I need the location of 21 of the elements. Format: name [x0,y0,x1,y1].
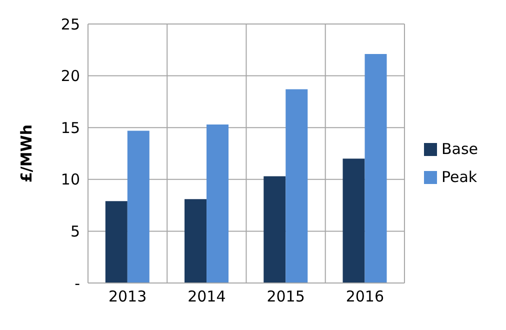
legend-label: Base [441,140,478,158]
bar [364,54,387,283]
x-tick-label: 2016 [346,288,384,306]
y-tick-label: 10 [60,170,80,189]
y-tick-label: 15 [60,118,80,137]
y-tick-label: - [74,274,80,292]
y-tick-label: 5 [70,222,80,241]
bar [264,176,286,283]
x-tick-label: 2014 [188,288,226,306]
bar [127,130,150,283]
bar [206,124,229,283]
legend-label: Peak [441,168,478,186]
bar [286,89,308,283]
y-tick-label: 20 [60,67,80,86]
x-tick-label: 2013 [108,288,147,306]
bar [342,158,365,283]
x-tick-label: 2015 [266,288,305,306]
bar [105,201,128,283]
y-tick-label: 25 [60,15,80,34]
y-axis-title: £/MWh [17,124,36,183]
bar [184,199,207,283]
